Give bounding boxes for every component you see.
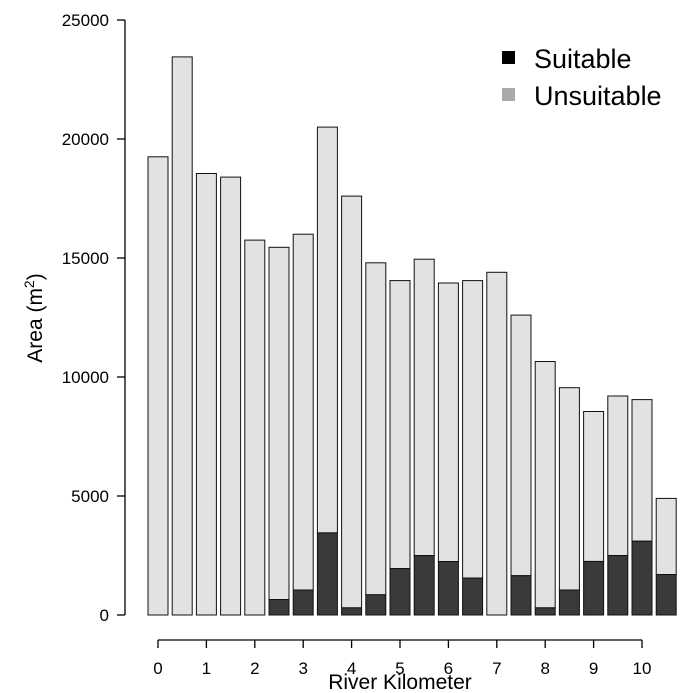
x-tick-label: 6 xyxy=(444,659,453,678)
bar-suitable xyxy=(534,607,556,616)
bar-unsuitable xyxy=(389,280,411,570)
bar-unsuitable xyxy=(631,399,653,542)
y-axis-title-superscript: 2 xyxy=(21,280,37,288)
bar-unsuitable xyxy=(292,233,314,591)
bar-suitable xyxy=(631,540,653,616)
bar-unsuitable xyxy=(510,314,532,577)
bar-suitable xyxy=(268,599,290,616)
bar-suitable xyxy=(389,568,411,616)
bar-suitable xyxy=(583,561,605,616)
bar-unsuitable xyxy=(171,56,193,616)
legend-label-suitable: Suitable xyxy=(534,44,632,74)
x-tick-label: 8 xyxy=(540,659,549,678)
legend: Suitable Unsuitable xyxy=(502,44,662,111)
y-ticks: 0 5000 10000 15000 20000 25000 xyxy=(62,11,125,625)
y-axis-title-suffix: ) xyxy=(24,273,47,280)
bar-unsuitable xyxy=(244,239,266,616)
x-tick-label: 1 xyxy=(202,659,211,678)
bar-unsuitable xyxy=(147,156,169,616)
bar-suitable xyxy=(437,561,459,616)
bar-suitable xyxy=(292,589,314,616)
bar-suitable xyxy=(510,575,532,616)
bar-suitable xyxy=(341,607,363,616)
y-tick-label: 10000 xyxy=(62,368,109,387)
bar-unsuitable xyxy=(558,387,580,591)
x-tick-label: 5 xyxy=(395,659,404,678)
bar-suitable xyxy=(413,555,435,616)
bars-layer xyxy=(147,56,677,616)
bar-suitable xyxy=(365,594,387,616)
x-axis-title: River Kilometer xyxy=(328,671,472,693)
y-axis-title-main: Area (m xyxy=(24,288,47,363)
y-axis-title: Area (m2) xyxy=(21,273,47,362)
x-tick-label: 7 xyxy=(492,659,501,678)
bar-unsuitable xyxy=(316,126,338,534)
bar-suitable xyxy=(558,589,580,616)
x-tick-label: 10 xyxy=(633,659,652,678)
bar-unsuitable xyxy=(655,497,677,576)
bar-unsuitable xyxy=(607,395,629,556)
y-tick-label: 0 xyxy=(100,606,109,625)
bar-unsuitable xyxy=(534,361,556,609)
bar-unsuitable xyxy=(268,246,290,601)
y-tick-label: 20000 xyxy=(62,130,109,149)
x-tick-label: 0 xyxy=(153,659,162,678)
y-tick-label: 15000 xyxy=(62,249,109,268)
y-tick-label: 5000 xyxy=(71,487,109,506)
x-tick-label: 9 xyxy=(589,659,598,678)
x-tick-label: 4 xyxy=(347,659,356,678)
bar-suitable xyxy=(316,532,338,616)
bar-unsuitable xyxy=(437,282,459,562)
bar-unsuitable xyxy=(220,176,242,616)
legend-label-unsuitable: Unsuitable xyxy=(534,81,662,111)
x-tick-label: 2 xyxy=(250,659,259,678)
y-tick-label: 25000 xyxy=(62,11,109,30)
bar-unsuitable xyxy=(583,411,605,562)
bar-unsuitable xyxy=(365,262,387,596)
x-ticks: 0 1 2 3 4 5 6 7 8 9 10 xyxy=(153,640,651,678)
bar-unsuitable xyxy=(195,173,217,616)
bar-suitable xyxy=(607,555,629,616)
legend-swatch-suitable xyxy=(502,51,515,64)
bar-suitable xyxy=(655,574,677,616)
x-tick-label: 3 xyxy=(298,659,307,678)
bar-unsuitable xyxy=(462,280,484,579)
bar-unsuitable xyxy=(341,195,363,609)
bar-suitable xyxy=(462,577,484,616)
bar-unsuitable xyxy=(486,271,508,616)
legend-swatch-unsuitable xyxy=(502,88,515,101)
bar-unsuitable xyxy=(413,258,435,556)
